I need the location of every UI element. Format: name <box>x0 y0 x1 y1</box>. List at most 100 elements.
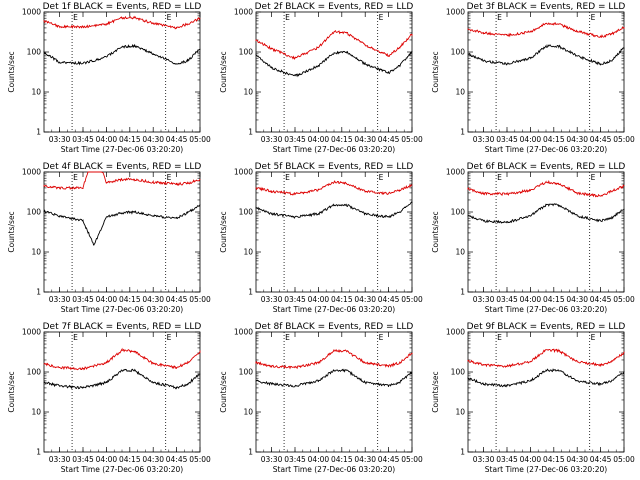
event-marker-label: E <box>497 173 502 182</box>
x-axis-label: Start Time (27-Dec-06 03:20:20) <box>61 465 183 474</box>
x-tick-label: 03:30 <box>261 295 283 304</box>
x-tick-label: 04:45 <box>378 135 400 144</box>
y-tick-label: 100 <box>27 208 42 217</box>
x-tick-label: 04:15 <box>543 295 565 304</box>
y-tick-label: 10 <box>243 408 253 417</box>
x-tick-label: 04:30 <box>566 455 588 464</box>
y-tick-label: 10 <box>455 248 465 257</box>
x-tick-label: 04:45 <box>166 455 188 464</box>
x-tick-label: 04:30 <box>142 135 164 144</box>
event-marker-label: E <box>167 173 172 182</box>
x-tick-label: 05:00 <box>189 455 211 464</box>
y-tick-label: 100 <box>451 208 466 217</box>
event-marker-label: E <box>73 173 78 182</box>
x-tick-label: 04:30 <box>566 295 588 304</box>
x-tick-label: 04:15 <box>119 135 141 144</box>
x-tick-label: 04:00 <box>520 135 542 144</box>
x-tick-label: 03:30 <box>473 135 495 144</box>
x-axis-label: Start Time (27-Dec-06 03:20:20) <box>485 305 607 314</box>
event-marker-label: E <box>167 333 172 342</box>
panel-7: Det 7f BLACK = Events, RED = LLD Counts/s… <box>7 322 211 474</box>
x-tick-label: 03:45 <box>496 295 518 304</box>
x-tick-label: 03:30 <box>473 455 495 464</box>
x-tick-label: 05:00 <box>613 295 635 304</box>
x-tick-label: 04:15 <box>331 455 353 464</box>
y-axis-label: Counts/sec <box>219 371 228 412</box>
x-tick-label: 04:15 <box>331 135 353 144</box>
x-tick-label: 04:30 <box>566 135 588 144</box>
x-tick-label: 04:00 <box>96 455 118 464</box>
chart-title: Det 1f BLACK = Events, RED = LLD <box>43 2 202 12</box>
x-axis-label: Start Time (27-Dec-06 03:20:20) <box>485 465 607 474</box>
event-marker-label: E <box>497 333 502 342</box>
y-axis-label: Counts/sec <box>219 51 228 92</box>
panel-6: Det 6f BLACK = Events, RED = LLD Counts/s… <box>431 162 635 314</box>
x-tick-label: 04:30 <box>354 295 376 304</box>
x-tick-label: 03:45 <box>72 135 94 144</box>
x-axis-label: Start Time (27-Dec-06 03:20:20) <box>273 145 395 154</box>
event-marker-label: E <box>379 173 384 182</box>
y-tick-label: 10 <box>243 88 253 97</box>
x-tick-label: 03:45 <box>496 455 518 464</box>
x-tick-label: 04:30 <box>142 295 164 304</box>
y-tick-label: 1000 <box>22 168 41 177</box>
x-axis-label: Start Time (27-Dec-06 03:20:20) <box>485 145 607 154</box>
y-tick-label: 10 <box>31 248 41 257</box>
x-tick-label: 05:00 <box>613 135 635 144</box>
x-tick-label: 04:00 <box>308 455 330 464</box>
panel-5: Det 5f BLACK = Events, RED = LLD Counts/s… <box>219 162 423 314</box>
x-tick-label: 04:00 <box>308 295 330 304</box>
x-tick-label: 03:45 <box>496 135 518 144</box>
chart-title: Det 9f BLACK = Events, RED = LLD <box>467 322 626 332</box>
y-axis-label: Counts/sec <box>219 211 228 252</box>
series-lld <box>467 348 625 368</box>
plot-frame <box>467 11 625 133</box>
x-tick-label: 04:15 <box>119 295 141 304</box>
x-tick-label: 04:30 <box>354 455 376 464</box>
event-marker-label: E <box>591 173 596 182</box>
series-events <box>255 201 413 220</box>
y-tick-label: 1000 <box>234 8 253 17</box>
chart-title: Det 4f BLACK = Events, RED = LLD <box>43 162 202 172</box>
x-tick-label: 05:00 <box>189 295 211 304</box>
plot-frame <box>43 11 201 133</box>
y-tick-label: 1000 <box>234 328 253 337</box>
y-axis-label: Counts/sec <box>431 51 440 92</box>
y-tick-label: 100 <box>451 48 466 57</box>
x-tick-label: 04:30 <box>142 455 164 464</box>
y-tick-label: 100 <box>27 368 42 377</box>
series-lld <box>43 15 201 30</box>
x-tick-label: 04:15 <box>331 295 353 304</box>
x-tick-label: 04:45 <box>166 135 188 144</box>
panel-2: Det 2f BLACK = Events, RED = LLD Counts/s… <box>219 2 423 154</box>
plot-frame <box>255 171 413 293</box>
event-marker-label: E <box>285 13 290 22</box>
y-tick-label: 10 <box>455 408 465 417</box>
panel-1: Det 1f BLACK = Events, RED = LLD Counts/s… <box>7 2 211 154</box>
event-marker-label: E <box>591 13 596 22</box>
x-tick-label: 03:45 <box>284 295 306 304</box>
y-axis-label: Counts/sec <box>431 211 440 252</box>
y-tick-label: 100 <box>239 368 254 377</box>
x-tick-label: 03:45 <box>72 295 94 304</box>
x-tick-label: 03:45 <box>284 135 306 144</box>
y-tick-label: 1 <box>36 128 41 137</box>
y-tick-label: 1000 <box>22 328 41 337</box>
event-marker-label: E <box>379 333 384 342</box>
x-axis-label: Start Time (27-Dec-06 03:20:20) <box>273 465 395 474</box>
y-tick-label: 1 <box>248 288 253 297</box>
x-tick-label: 03:30 <box>473 295 495 304</box>
x-axis-label: Start Time (27-Dec-06 03:20:20) <box>61 145 183 154</box>
y-tick-label: 1 <box>248 448 253 457</box>
x-tick-label: 05:00 <box>189 135 211 144</box>
y-tick-label: 1 <box>248 128 253 137</box>
chart-title: Det 2f BLACK = Events, RED = LLD <box>255 2 414 12</box>
y-tick-label: 1 <box>460 448 465 457</box>
x-tick-label: 04:45 <box>166 295 188 304</box>
panel-4: Det 4f BLACK = Events, RED = LLD Counts/s… <box>7 162 211 314</box>
x-tick-label: 03:30 <box>49 295 71 304</box>
x-axis-label: Start Time (27-Dec-06 03:20:20) <box>273 305 395 314</box>
x-tick-label: 04:15 <box>543 135 565 144</box>
event-marker-label: E <box>73 333 78 342</box>
